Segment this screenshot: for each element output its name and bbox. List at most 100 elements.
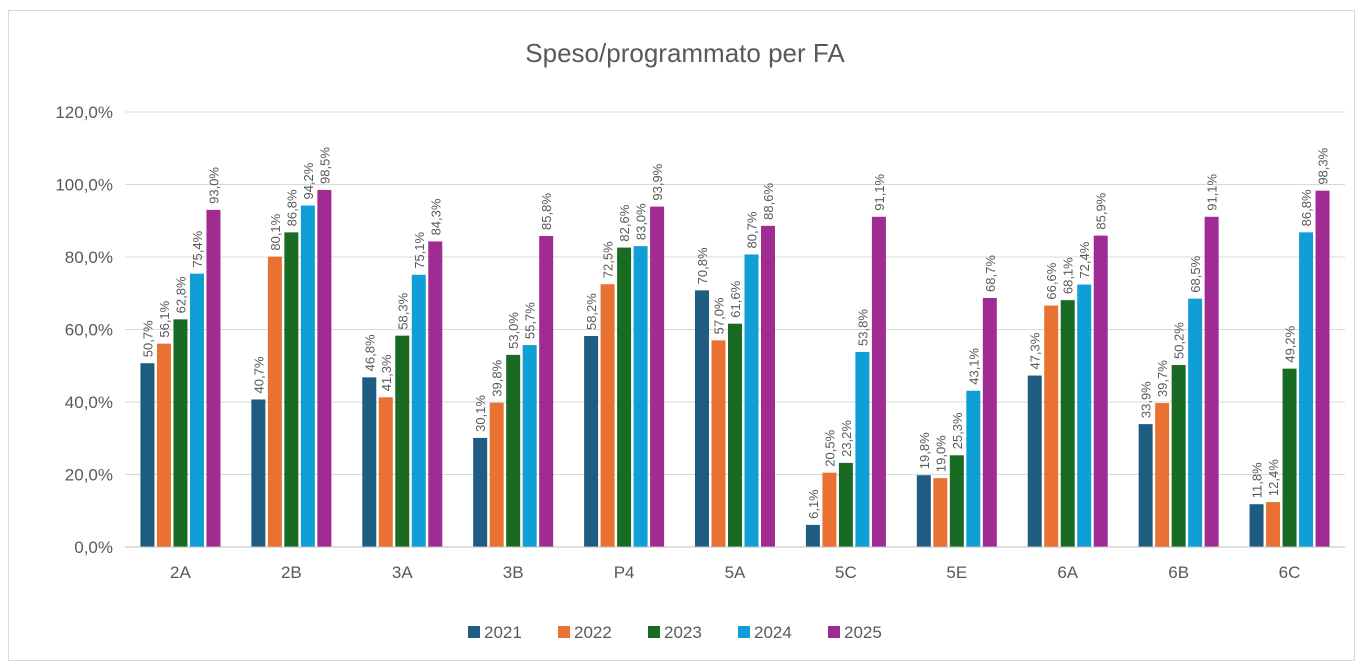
bar bbox=[1188, 298, 1203, 547]
value-label: 93,0% bbox=[206, 167, 221, 204]
value-label: 19,8% bbox=[917, 432, 932, 469]
x-tick-label: 5C bbox=[835, 563, 857, 582]
value-label: 46,8% bbox=[362, 334, 377, 371]
value-label: 83,0% bbox=[634, 203, 649, 240]
legend-swatch bbox=[738, 626, 750, 638]
value-label: 68,1% bbox=[1061, 257, 1076, 294]
bar bbox=[650, 206, 665, 548]
value-label: 43,1% bbox=[966, 347, 981, 384]
bar bbox=[317, 189, 332, 547]
bar bbox=[761, 225, 775, 547]
y-tick-label: 40,0% bbox=[65, 393, 113, 412]
value-label: 53,8% bbox=[855, 309, 870, 346]
bar bbox=[805, 524, 820, 547]
value-label: 33,9% bbox=[1139, 381, 1154, 418]
bar bbox=[1204, 216, 1219, 547]
bar bbox=[1249, 504, 1264, 547]
bar bbox=[1138, 424, 1153, 547]
bar bbox=[395, 335, 410, 547]
value-label: 55,7% bbox=[523, 302, 538, 339]
bar bbox=[522, 345, 537, 547]
bar bbox=[600, 284, 615, 547]
legend-swatch bbox=[828, 626, 840, 638]
value-label: 41,3% bbox=[379, 354, 394, 391]
legend-swatch bbox=[558, 626, 570, 638]
value-label: 75,1% bbox=[412, 231, 427, 268]
bar bbox=[744, 254, 759, 547]
x-tick-label: 2A bbox=[170, 563, 191, 582]
x-tick-label: 3B bbox=[503, 563, 524, 582]
y-tick-label: 0,0% bbox=[74, 538, 113, 557]
value-label: 68,5% bbox=[1188, 255, 1203, 292]
value-label: 85,9% bbox=[1094, 192, 1109, 229]
value-label: 56,1% bbox=[157, 300, 172, 337]
legend-swatch bbox=[648, 626, 660, 638]
bar bbox=[1077, 284, 1092, 547]
bar bbox=[206, 209, 221, 547]
value-label: 6,1% bbox=[806, 489, 821, 519]
bar bbox=[966, 390, 981, 547]
bar bbox=[1155, 403, 1170, 547]
bar bbox=[855, 351, 870, 547]
value-label: 93,9% bbox=[650, 163, 665, 200]
value-label: 85,8% bbox=[539, 193, 554, 230]
value-label: 98,5% bbox=[317, 147, 332, 184]
value-label: 49,2% bbox=[1283, 325, 1298, 362]
bar bbox=[822, 472, 837, 547]
value-label: 88,6% bbox=[761, 183, 776, 220]
x-tick-label: 5E bbox=[946, 563, 967, 582]
value-label: 98,3% bbox=[1316, 147, 1331, 184]
bar bbox=[506, 354, 521, 547]
value-label: 66,6% bbox=[1044, 262, 1059, 299]
y-tick-label: 20,0% bbox=[65, 466, 113, 485]
legend-label: 2022 bbox=[574, 623, 612, 642]
legend-label: 2021 bbox=[484, 623, 522, 642]
y-tick-label: 60,0% bbox=[65, 321, 113, 340]
value-label: 80,7% bbox=[745, 211, 760, 248]
value-label: 86,8% bbox=[284, 189, 299, 226]
bar bbox=[1299, 232, 1314, 547]
value-label: 62,8% bbox=[173, 276, 188, 313]
bar bbox=[267, 256, 282, 547]
bar bbox=[362, 377, 377, 547]
bar bbox=[711, 340, 726, 547]
x-tick-label: 5A bbox=[725, 563, 746, 582]
bar bbox=[933, 478, 948, 547]
bar bbox=[189, 273, 204, 547]
x-tick-label: P4 bbox=[614, 563, 635, 582]
value-label: 91,1% bbox=[1205, 173, 1220, 210]
value-label: 84,3% bbox=[428, 198, 443, 235]
bar bbox=[378, 397, 393, 547]
value-label: 50,7% bbox=[140, 320, 155, 357]
value-label: 70,8% bbox=[695, 247, 710, 284]
value-label: 53,0% bbox=[506, 312, 521, 349]
value-label: 50,2% bbox=[1172, 322, 1187, 359]
value-label: 75,4% bbox=[190, 230, 205, 267]
value-label: 68,7% bbox=[983, 255, 998, 292]
x-tick-label: 3A bbox=[392, 563, 413, 582]
bar bbox=[728, 323, 742, 547]
bar bbox=[633, 246, 648, 547]
value-label: 19,0% bbox=[933, 435, 948, 472]
value-label: 23,2% bbox=[839, 420, 854, 457]
value-label: 82,6% bbox=[617, 204, 632, 241]
value-label: 91,1% bbox=[872, 173, 887, 210]
bar bbox=[871, 216, 886, 547]
bar bbox=[1060, 300, 1075, 547]
value-label: 39,7% bbox=[1155, 360, 1170, 397]
bar bbox=[539, 235, 554, 547]
value-label: 86,8% bbox=[1299, 189, 1314, 226]
legend-label: 2024 bbox=[754, 623, 792, 642]
legend-label: 2023 bbox=[664, 623, 702, 642]
value-label: 39,8% bbox=[490, 359, 505, 396]
value-label: 25,3% bbox=[950, 412, 965, 449]
bar bbox=[838, 462, 853, 547]
value-label: 94,2% bbox=[301, 162, 316, 199]
x-tick-label: 6C bbox=[1279, 563, 1301, 582]
bar bbox=[982, 297, 997, 547]
bar bbox=[1266, 502, 1281, 547]
value-label: 20,5% bbox=[822, 429, 837, 466]
bar bbox=[695, 290, 709, 547]
x-tick-label: 6B bbox=[1168, 563, 1189, 582]
bar bbox=[473, 437, 488, 547]
